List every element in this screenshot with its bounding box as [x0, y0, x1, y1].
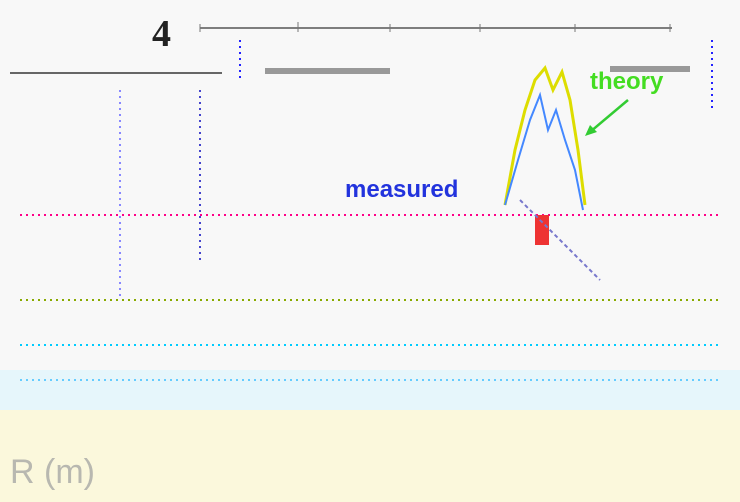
- band-yellow: [0, 410, 740, 502]
- screenshot: 4 measured theory R (m): [0, 0, 740, 502]
- gray-bar: [265, 68, 390, 74]
- axis-label: R (m): [10, 453, 95, 491]
- red-block: [535, 215, 549, 245]
- band-blue: [0, 370, 740, 410]
- measured-label: measured: [345, 176, 458, 203]
- page: 4 measured theory R (m) (() => { const d…: [0, 0, 740, 502]
- top-number: 4: [152, 13, 171, 55]
- theory-label: theory: [590, 68, 664, 95]
